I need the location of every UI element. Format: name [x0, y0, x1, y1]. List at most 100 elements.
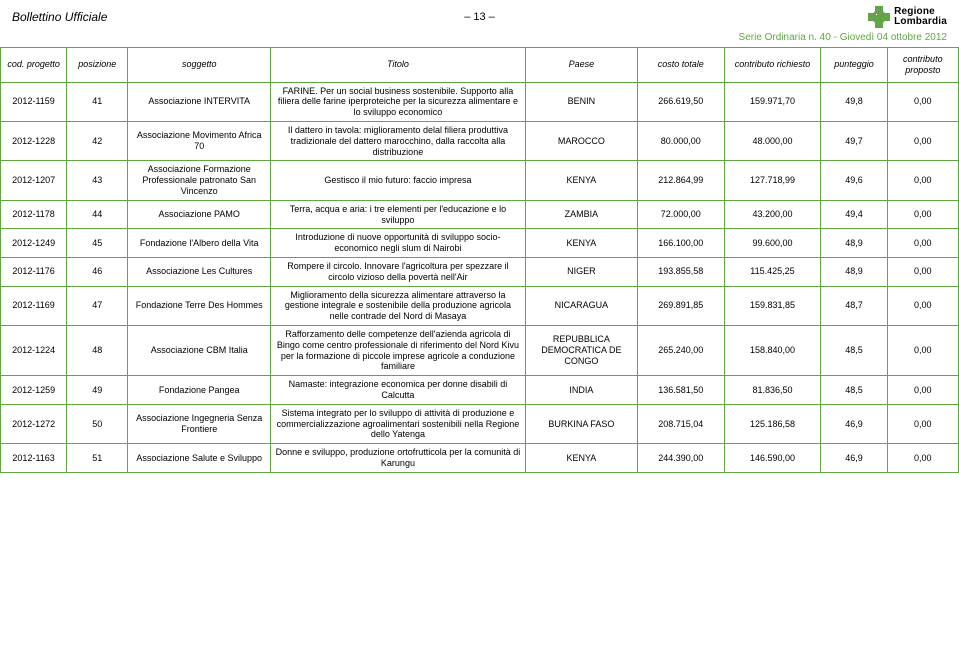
- cell-prop: 0,00: [887, 444, 958, 473]
- cell-pos: 43: [67, 161, 128, 200]
- page-header: Bollettino Ufficiale – 13 – Regione Lomb…: [0, 0, 959, 32]
- cell-paese: BURKINA FASO: [525, 404, 637, 443]
- cell-costo: 244.390,00: [637, 444, 724, 473]
- cell-cod: 2012-1228: [1, 121, 67, 160]
- cell-paese: MAROCCO: [525, 121, 637, 160]
- table-row: 2012-127250Associazione Ingegneria Senza…: [1, 404, 959, 443]
- cell-cod: 2012-1224: [1, 325, 67, 375]
- cell-pos: 49: [67, 376, 128, 405]
- cell-tit: Terra, acqua e aria: i tre elementi per …: [271, 200, 526, 229]
- cell-rich: 146.590,00: [724, 444, 821, 473]
- cell-sog: Associazione CBM Italia: [128, 325, 271, 375]
- header-title: Bollettino Ufficiale: [12, 10, 107, 24]
- cell-punt: 48,9: [821, 257, 887, 286]
- cell-costo: 136.581,50: [637, 376, 724, 405]
- series-line: Serie Ordinaria n. 40 - Giovedì 04 ottob…: [0, 32, 959, 47]
- cell-tit: Sistema integrato per lo sviluppo di att…: [271, 404, 526, 443]
- cell-punt: 48,9: [821, 229, 887, 258]
- cell-cod: 2012-1176: [1, 257, 67, 286]
- cell-rich: 159.971,70: [724, 82, 821, 121]
- cell-sog: Fondazione Terre Des Hommes: [128, 286, 271, 325]
- table-body: 2012-115941Associazione INTERVITAFARINE.…: [1, 82, 959, 472]
- cell-tit: Rompere il circolo. Innovare l'agricoltu…: [271, 257, 526, 286]
- col-paese: Paese: [525, 48, 637, 83]
- cell-rich: 158.840,00: [724, 325, 821, 375]
- cell-costo: 72.000,00: [637, 200, 724, 229]
- cell-pos: 46: [67, 257, 128, 286]
- table-row: 2012-116351Associazione Salute e Svilupp…: [1, 444, 959, 473]
- cell-sog: Associazione Les Cultures: [128, 257, 271, 286]
- cell-rich: 159.831,85: [724, 286, 821, 325]
- cell-punt: 49,6: [821, 161, 887, 200]
- cell-prop: 0,00: [887, 229, 958, 258]
- col-proposto: contributo proposto: [887, 48, 958, 83]
- cell-cod: 2012-1249: [1, 229, 67, 258]
- cell-costo: 80.000,00: [637, 121, 724, 160]
- cell-sog: Associazione Ingegneria Senza Frontiere: [128, 404, 271, 443]
- cell-costo: 266.619,50: [637, 82, 724, 121]
- cell-cod: 2012-1159: [1, 82, 67, 121]
- projects-table: cod. progetto posizione soggetto Titolo …: [0, 47, 959, 473]
- cell-punt: 46,9: [821, 444, 887, 473]
- page-number: – 13 –: [464, 11, 495, 23]
- cell-paese: BENIN: [525, 82, 637, 121]
- table-row: 2012-124945Fondazione l'Albero della Vit…: [1, 229, 959, 258]
- cell-pos: 45: [67, 229, 128, 258]
- cell-tit: Miglioramento della sicurezza alimentare…: [271, 286, 526, 325]
- cell-punt: 49,8: [821, 82, 887, 121]
- cell-rich: 48.000,00: [724, 121, 821, 160]
- table-row: 2012-117844Associazione PAMOTerra, acqua…: [1, 200, 959, 229]
- cell-tit: Rafforzamento delle competenze dell'azie…: [271, 325, 526, 375]
- cell-costo: 269.891,85: [637, 286, 724, 325]
- cell-pos: 48: [67, 325, 128, 375]
- cell-rich: 115.425,25: [724, 257, 821, 286]
- col-cod: cod. progetto: [1, 48, 67, 83]
- cell-costo: 212.864,99: [637, 161, 724, 200]
- cell-punt: 49,7: [821, 121, 887, 160]
- cell-paese: INDIA: [525, 376, 637, 405]
- cell-costo: 265.240,00: [637, 325, 724, 375]
- cell-paese: REPUBBLICA DEMOCRATICA DE CONGO: [525, 325, 637, 375]
- logo-text-bottom: Lombardia: [894, 17, 947, 27]
- cell-paese: ZAMBIA: [525, 200, 637, 229]
- cell-paese: KENYA: [525, 229, 637, 258]
- cell-cod: 2012-1272: [1, 404, 67, 443]
- cell-paese: KENYA: [525, 161, 637, 200]
- cell-tit: Introduzione di nuove opportunità di svi…: [271, 229, 526, 258]
- cell-sog: Associazione Salute e Sviluppo: [128, 444, 271, 473]
- cell-punt: 46,9: [821, 404, 887, 443]
- table-row: 2012-115941Associazione INTERVITAFARINE.…: [1, 82, 959, 121]
- cell-tit: Gestisco il mio futuro: faccio impresa: [271, 161, 526, 200]
- cell-costo: 166.100,00: [637, 229, 724, 258]
- cell-rich: 125.186,58: [724, 404, 821, 443]
- table-row: 2012-117646Associazione Les CulturesRomp…: [1, 257, 959, 286]
- cell-prop: 0,00: [887, 161, 958, 200]
- col-costo: costo totale: [637, 48, 724, 83]
- cell-prop: 0,00: [887, 121, 958, 160]
- cell-sog: Associazione Movimento Africa 70: [128, 121, 271, 160]
- cell-punt: 48,5: [821, 325, 887, 375]
- cell-sog: Associazione PAMO: [128, 200, 271, 229]
- table-row: 2012-122448Associazione CBM ItaliaRaffor…: [1, 325, 959, 375]
- cell-cod: 2012-1169: [1, 286, 67, 325]
- col-punteggio: punteggio: [821, 48, 887, 83]
- cell-prop: 0,00: [887, 404, 958, 443]
- cell-rich: 43.200,00: [724, 200, 821, 229]
- cell-sog: Fondazione Pangea: [128, 376, 271, 405]
- table-row: 2012-125949Fondazione PangeaNamaste: int…: [1, 376, 959, 405]
- col-posizione: posizione: [67, 48, 128, 83]
- cell-pos: 51: [67, 444, 128, 473]
- cell-tit: Donne e sviluppo, produzione ortofruttic…: [271, 444, 526, 473]
- cell-costo: 208.715,04: [637, 404, 724, 443]
- cell-prop: 0,00: [887, 200, 958, 229]
- cell-pos: 47: [67, 286, 128, 325]
- table-header-row: cod. progetto posizione soggetto Titolo …: [1, 48, 959, 83]
- cell-prop: 0,00: [887, 82, 958, 121]
- cell-rich: 127.718,99: [724, 161, 821, 200]
- cell-cod: 2012-1259: [1, 376, 67, 405]
- table-row: 2012-120743Associazione Formazione Profe…: [1, 161, 959, 200]
- cell-sog: Fondazione l'Albero della Vita: [128, 229, 271, 258]
- logo-text: Regione Lombardia: [894, 7, 947, 27]
- cell-prop: 0,00: [887, 325, 958, 375]
- cell-rich: 81.836,50: [724, 376, 821, 405]
